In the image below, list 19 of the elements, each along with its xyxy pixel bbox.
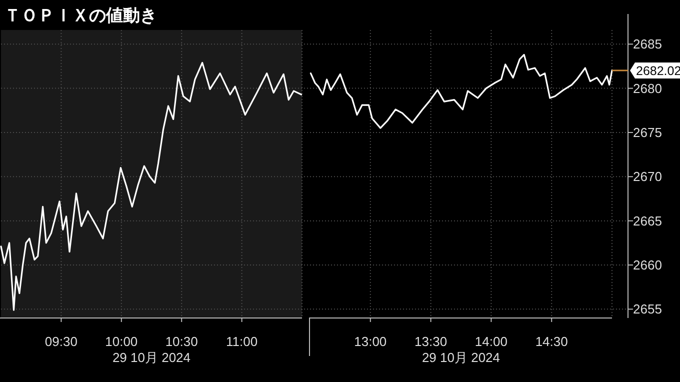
x-axis-title: 29 10月 2024 xyxy=(422,350,500,365)
y-tick-label: 2670 xyxy=(633,169,662,184)
line-series xyxy=(310,54,613,129)
x-axis-title: 29 10月 2024 xyxy=(112,350,191,365)
x-tick-label: 13:30 xyxy=(414,334,448,349)
y-tick-label: 2675 xyxy=(633,124,662,140)
y-tick-label: 2660 xyxy=(633,257,662,272)
x-tick-label: 10:00 xyxy=(105,334,138,349)
y-tick-label: 2680 xyxy=(633,80,662,96)
x-tick-label: 14:30 xyxy=(535,334,568,349)
y-tick-label: 2665 xyxy=(633,213,662,228)
y-tick-label: 2655 xyxy=(633,302,662,317)
x-tick-label: 09:30 xyxy=(44,334,78,349)
chart-title: ＴＯＰＩＸの値動き xyxy=(4,6,157,25)
x-tick-label: 11:00 xyxy=(226,334,258,349)
x-tick-label: 10:30 xyxy=(165,334,198,349)
x-tick-label: 14:00 xyxy=(474,334,508,349)
y-tick-label: 2685 xyxy=(633,36,662,52)
x-tick-label: 13:00 xyxy=(354,334,387,349)
